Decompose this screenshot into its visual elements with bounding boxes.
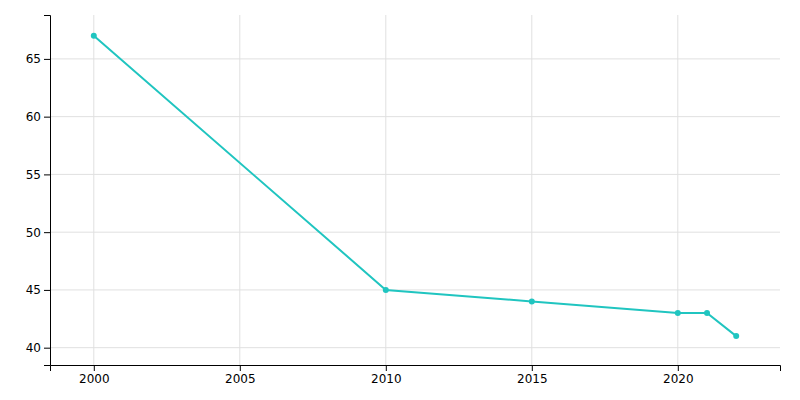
point xyxy=(733,333,739,339)
x-axis-tick-mark xyxy=(678,365,679,371)
y-axis-tick: 45 xyxy=(26,283,50,297)
grid xyxy=(50,15,780,365)
grid-line-y xyxy=(50,289,780,290)
x-axis-tick: 2005 xyxy=(225,365,256,386)
grid-line-x xyxy=(239,15,240,365)
y-axis-tick-label: 40 xyxy=(26,341,41,355)
x-axis-tick: 2000 xyxy=(79,365,110,386)
point xyxy=(383,287,389,293)
x-axis-tick: 2015 xyxy=(517,365,548,386)
x-axis-tick-label: 2005 xyxy=(225,372,256,386)
y-axis-tick-mark xyxy=(44,290,50,291)
y-axis-tick: 55 xyxy=(26,168,50,182)
grid-line-y xyxy=(50,116,780,117)
point xyxy=(91,33,97,39)
y-axis-tick-mark xyxy=(44,117,50,118)
y-axis-tick: 40 xyxy=(26,341,50,355)
y-axis-tick-label: 60 xyxy=(26,110,41,124)
grid-line-y xyxy=(50,232,780,233)
x-axis-tick: 2020 xyxy=(663,365,694,386)
y-axis-tick: 60 xyxy=(26,110,50,124)
grid-line-y xyxy=(50,174,780,175)
chart-svg: 2000 2005 2010 2015 2020 40 45 50 55 60 65 xyxy=(0,0,800,400)
point xyxy=(675,310,681,316)
grid-line-y xyxy=(50,58,780,59)
y-axis-tick-label: 55 xyxy=(26,168,41,182)
x-axis: 2000 2005 2010 2015 2020 xyxy=(51,365,781,386)
x-axis-tick-label: 2015 xyxy=(517,372,548,386)
y-axis-tick-label: 65 xyxy=(26,52,41,66)
grid-line-x xyxy=(93,15,94,365)
grid-line-x xyxy=(385,15,386,365)
x-axis-tick-mark xyxy=(386,365,387,371)
y-axis-tick: 50 xyxy=(26,226,50,240)
line xyxy=(94,36,736,336)
x-axis-domain xyxy=(51,366,781,372)
point xyxy=(529,298,535,304)
y-axis-tick: 65 xyxy=(26,52,50,66)
y-axis-tick-mark xyxy=(44,232,50,233)
x-axis-tick-label: 2000 xyxy=(79,372,110,386)
y-axis-tick-label: 50 xyxy=(26,226,41,240)
y-axis-tick-label: 45 xyxy=(26,283,41,297)
plot: 2000 2005 2010 2015 2020 40 45 50 55 60 65 xyxy=(26,15,781,386)
x-axis-tick-mark xyxy=(532,365,533,371)
y-axis-tick-mark xyxy=(44,348,50,349)
y-axis-tick-mark xyxy=(44,59,50,60)
x-axis-tick-mark xyxy=(94,365,95,371)
y-axis: 40 45 50 55 60 65 xyxy=(26,16,51,366)
marks xyxy=(91,33,739,339)
chart-container: 2000 2005 2010 2015 2020 40 45 50 55 60 65 xyxy=(0,0,800,400)
x-axis-tick-label: 2010 xyxy=(371,372,402,386)
y-axis-tick-mark xyxy=(44,174,50,175)
grid-line-y xyxy=(50,347,780,348)
x-axis-tick-mark xyxy=(240,365,241,371)
grid-line-x xyxy=(531,15,532,365)
x-axis-tick-label: 2020 xyxy=(663,372,694,386)
x-axis-tick: 2010 xyxy=(371,365,402,386)
point xyxy=(704,310,710,316)
y-axis-domain xyxy=(44,16,51,366)
